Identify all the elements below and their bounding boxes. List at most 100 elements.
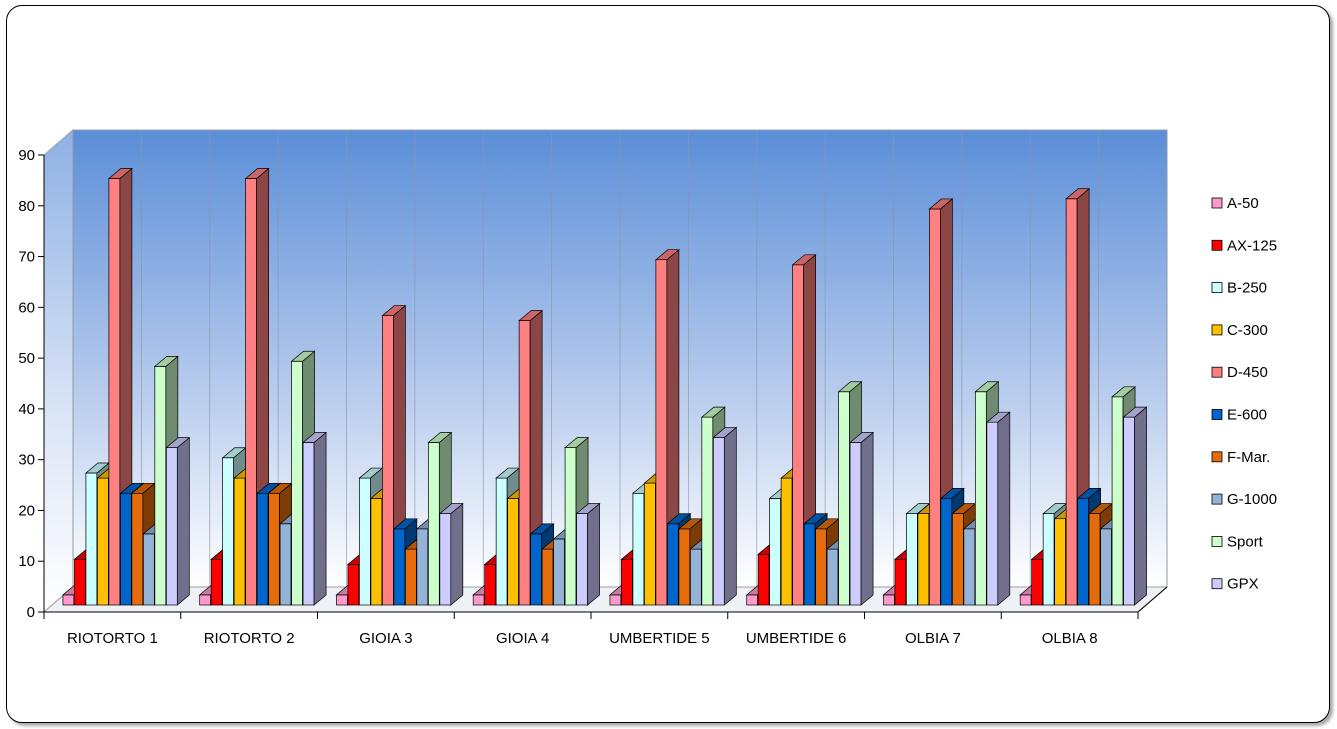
bar-front: [165, 447, 178, 606]
legend-item-sport: Sport: [1211, 533, 1264, 550]
legend-item-e-600: E-600: [1211, 407, 1267, 424]
y-tick-label: 70: [18, 249, 35, 266]
bar-top: [654, 249, 680, 261]
bar-top: [712, 427, 738, 438]
legend-swatch: [1211, 366, 1223, 378]
y-tick-label: 10: [18, 553, 35, 570]
bar-front: [963, 528, 976, 606]
bar-front: [849, 442, 862, 606]
bar-front: [85, 472, 98, 606]
legend-swatch: [1211, 451, 1223, 463]
bar-front: [689, 548, 702, 606]
bar-top: [244, 168, 270, 179]
legend-swatch: [1211, 493, 1223, 505]
x-tick-label: GIOIA 3: [359, 630, 412, 647]
bar-front: [803, 523, 816, 606]
bar-front: [917, 513, 930, 606]
legend-label: B-250: [1227, 280, 1267, 297]
bar-front: [1100, 528, 1112, 606]
bar-top: [700, 406, 726, 418]
bar-front: [108, 178, 121, 606]
bar-front: [621, 558, 633, 606]
bar-front: [472, 594, 485, 606]
bar-front: [97, 477, 109, 606]
bar-front: [1077, 498, 1089, 606]
side-wall: [43, 128, 74, 614]
bar-top: [575, 503, 601, 514]
bar-front: [769, 498, 782, 606]
y-tick-label: 20: [18, 502, 35, 519]
x-tick-label: OLBIA 8: [1042, 630, 1098, 647]
bar-front: [1019, 594, 1032, 606]
legend-item-ax-125: AX-125: [1211, 237, 1277, 254]
bar-front: [370, 498, 383, 606]
legend-item-b-250: B-250: [1211, 280, 1267, 297]
bar-front: [894, 558, 907, 606]
bar-front: [74, 558, 86, 606]
bar-front: [1111, 396, 1124, 606]
bar-side: [860, 431, 874, 606]
x-tick-label: OLBIA 7: [905, 630, 961, 647]
bar-front: [336, 594, 348, 606]
bar-front: [952, 513, 964, 606]
bar-top: [803, 513, 829, 525]
bar-front: [393, 528, 406, 606]
legend-item-a-50: A-50: [1211, 195, 1259, 212]
bar-front: [268, 492, 280, 606]
bar: [985, 411, 1011, 606]
legend-label: A-50: [1227, 195, 1259, 212]
bar-front: [518, 320, 531, 606]
bar-front: [120, 492, 132, 606]
bar-front: [701, 416, 714, 606]
bar-front: [210, 558, 223, 606]
bar-front: [553, 538, 565, 606]
bar-top: [302, 432, 328, 443]
bar-front: [199, 594, 212, 606]
bar-front: [507, 498, 519, 606]
bar-front: [416, 528, 429, 606]
bar-top: [791, 254, 817, 266]
bar-front: [530, 533, 542, 606]
bar-front: [1065, 198, 1078, 606]
bar: [302, 431, 328, 606]
bar-top: [381, 305, 407, 316]
bar-side: [997, 411, 1011, 606]
bar: [438, 502, 464, 606]
bar-front: [815, 528, 827, 606]
bar-top: [153, 355, 179, 367]
bar-front: [359, 477, 371, 606]
bar-front: [245, 178, 257, 606]
bar-front: [1031, 558, 1044, 606]
y-tick-label: 40: [18, 401, 35, 418]
bar-front: [712, 437, 725, 606]
bar-front: [222, 457, 235, 606]
bar-side: [176, 436, 190, 606]
bar-top: [107, 168, 133, 179]
bar-top: [928, 198, 954, 210]
legend-swatch: [1211, 536, 1223, 547]
legend-swatch: [1211, 197, 1223, 209]
bar-front: [1123, 416, 1135, 606]
bar-front: [564, 447, 577, 606]
legend-swatch: [1211, 578, 1223, 590]
bar-side: [587, 502, 600, 606]
legend-label: GPX: [1227, 576, 1259, 593]
bar-side: [723, 426, 737, 606]
legend-item-gpx: GPX: [1211, 576, 1259, 593]
legend-swatch: [1211, 409, 1223, 420]
legend-label: D-450: [1227, 364, 1268, 381]
legend-label: C-300: [1227, 322, 1268, 339]
bar-top: [1111, 386, 1137, 398]
bar-front: [929, 208, 941, 606]
bar-front: [1088, 513, 1101, 606]
bar-top: [666, 513, 692, 525]
bar-front: [838, 391, 850, 606]
bar-top: [518, 310, 544, 321]
legend-swatch: [1211, 239, 1223, 251]
legend-label: AX-125: [1227, 237, 1277, 254]
bar-top: [438, 503, 464, 514]
bar-front: [291, 360, 303, 606]
bar-top: [1065, 188, 1091, 200]
bar-front: [484, 564, 497, 606]
